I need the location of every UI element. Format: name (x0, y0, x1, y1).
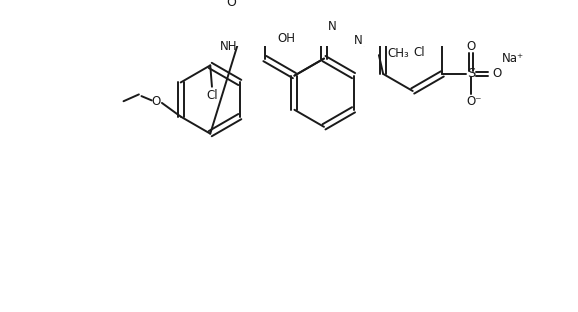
Text: O: O (466, 40, 476, 53)
Text: O⁻: O⁻ (466, 95, 481, 108)
Text: NH: NH (220, 40, 238, 53)
Text: Cl: Cl (413, 46, 424, 59)
Text: O: O (151, 95, 161, 108)
Text: N: N (328, 21, 337, 33)
Text: CH₃: CH₃ (387, 47, 409, 60)
Text: O: O (492, 67, 502, 80)
Text: S: S (467, 67, 476, 80)
Text: Cl: Cl (206, 89, 218, 102)
Text: OH: OH (277, 32, 295, 45)
Text: Na⁺: Na⁺ (502, 52, 524, 65)
Text: O: O (227, 0, 236, 9)
Text: N: N (354, 34, 362, 47)
